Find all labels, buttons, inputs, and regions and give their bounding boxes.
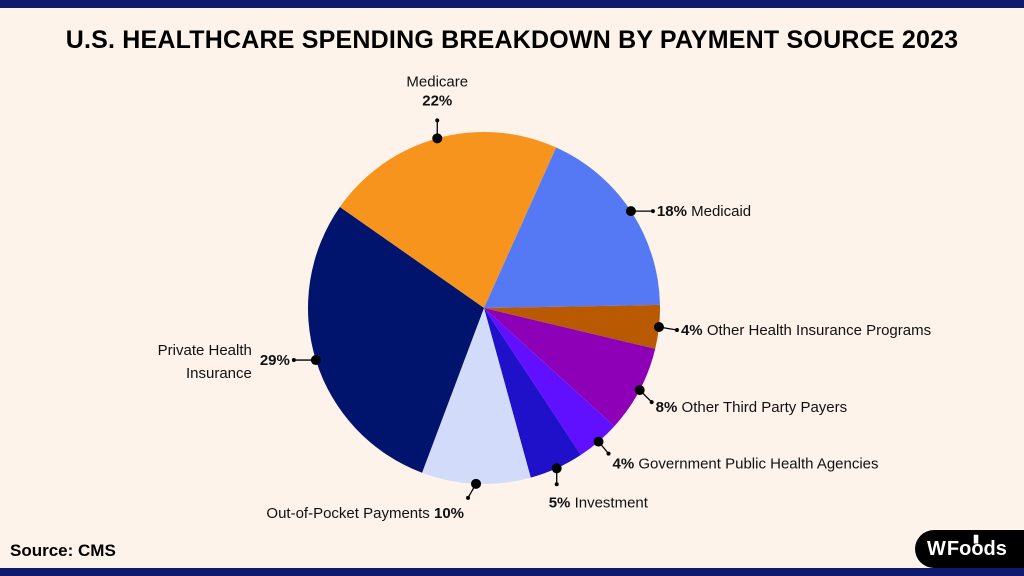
slice-label: 4% Government Public Health Agencies (613, 456, 879, 473)
label-marker (471, 478, 482, 489)
label-marker (593, 436, 604, 447)
pie-slice-5 (484, 308, 615, 455)
pie-slice-4 (484, 308, 656, 427)
source-note: Source: CMS (10, 541, 116, 560)
slice-label: 8% Other Third Party Payers (656, 399, 847, 416)
slice-label: 18% Medicaid (657, 203, 751, 220)
pie-slice-1 (339, 132, 557, 308)
slice-label-line2: Insurance (186, 365, 252, 382)
leader-end (650, 209, 655, 214)
label-marker (634, 385, 645, 396)
chart-title: U.S. HEALTHCARE SPENDING BREAKDOWN BY PA… (65, 26, 959, 54)
slice-label: Medicare (406, 73, 468, 90)
label-marker (551, 463, 562, 474)
leader-end (606, 451, 611, 456)
logo-text: Foods (946, 537, 1007, 560)
brand-logo: W Foods ▮ (915, 530, 1024, 568)
slice-percent: 5% (549, 494, 575, 511)
slice-label: Out-of-Pocket Payments 10% (266, 505, 464, 522)
slice-percent: 4% (681, 322, 707, 339)
pie-slice-8 (307, 207, 484, 473)
slice-label: Private Health (158, 342, 252, 359)
fork-icon: ▮ (973, 533, 980, 545)
pie-slice-6 (484, 308, 581, 478)
label-marker (625, 206, 636, 217)
slice-percent: 29% (260, 352, 290, 369)
slice-percent: 10% (434, 505, 464, 522)
slice-name: Other Third Party Payers (682, 399, 848, 416)
slice-percent: 18% (657, 203, 691, 220)
pie-slice-2 (484, 147, 660, 308)
label-marker (310, 355, 321, 366)
label-marker (653, 322, 664, 333)
logo-mark: W (927, 537, 946, 560)
leader-end (554, 482, 559, 487)
slice-name: Other Health Insurance Programs (707, 322, 931, 339)
slice-percent: 4% (613, 456, 639, 473)
leader-end (466, 495, 471, 500)
pie-slice-3 (484, 304, 660, 349)
slice-percent: 8% (656, 399, 682, 416)
slice-label: 5% Investment (549, 494, 649, 511)
leader-end (674, 328, 679, 333)
slice-label: 4% Other Health Insurance Programs (681, 322, 931, 339)
slice-name: Out-of-Pocket Payments (266, 505, 434, 522)
pie-slice-7 (422, 308, 531, 484)
leader-end (291, 358, 296, 363)
slice-percent: 22% (422, 92, 452, 109)
leader-end (435, 118, 440, 123)
bottom-border (0, 568, 1024, 576)
slice-name: Government Public Health Agencies (638, 456, 878, 473)
slice-name: Medicaid (691, 203, 751, 220)
slice-name: Investment (575, 494, 649, 511)
label-marker (432, 133, 443, 144)
top-border (0, 0, 1024, 8)
leader-end (649, 400, 654, 405)
